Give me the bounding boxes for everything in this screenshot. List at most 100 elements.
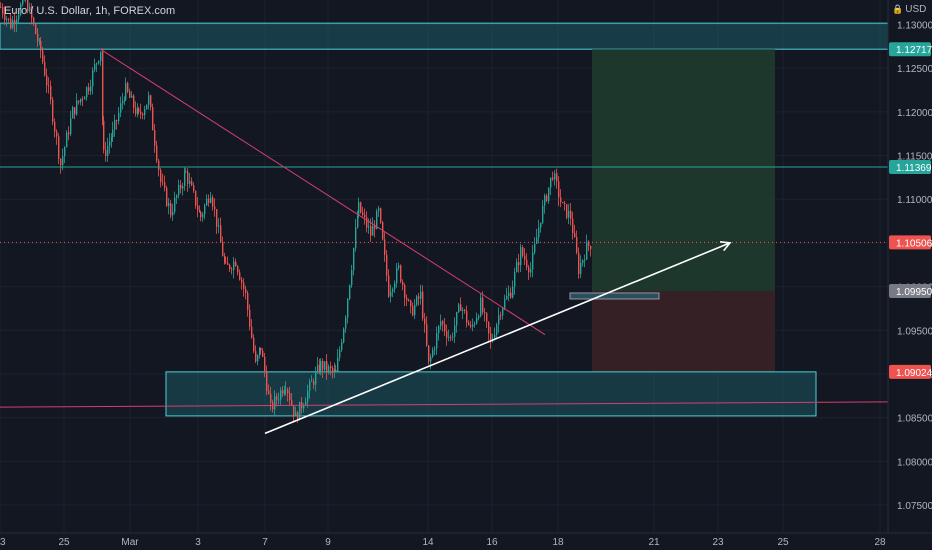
candle [197,197,199,218]
candle-body [125,83,127,100]
candle-body [353,248,355,271]
candle [560,189,562,208]
candle [178,179,180,199]
price-badge-bg [889,159,931,174]
candle [212,194,214,211]
candle [102,48,104,126]
candle [42,46,44,65]
candle-body [376,211,378,229]
candle [20,2,22,17]
symbol-title[interactable]: Euro / U.S. Dollar, 1h, FOREX.com [4,5,176,17]
candle [534,237,536,255]
candle [424,312,426,333]
candle-body [80,98,82,103]
candle-body [120,103,122,113]
candle-body [482,297,484,313]
candle [416,294,418,307]
candle [129,88,131,98]
candle-body [516,262,518,272]
candle-body [394,283,396,290]
candle-body [231,269,233,271]
candle-body [368,226,370,228]
candle [488,321,490,341]
candle [330,361,332,376]
candle [120,96,122,118]
candle-body [118,112,120,122]
candle-body [366,217,368,228]
candle [317,357,319,374]
candle [255,345,257,364]
candle-body [558,181,560,198]
candle-body [355,227,357,249]
candle [315,366,317,392]
candle-body [235,261,237,267]
price-badge-label: 1.10506 [896,238,932,249]
candle-body [414,304,416,316]
candle [31,3,33,25]
candle [158,158,160,177]
x-tick-label: 18 [552,537,564,548]
candle [378,205,380,217]
candle-body [260,347,262,351]
candle-body [122,100,124,104]
candle [206,194,208,207]
candle [50,80,52,105]
x-tick-label: 16 [486,537,498,548]
price-badge-label: 1.09950 [896,287,932,298]
candle [237,264,239,276]
price-badge-bg [889,235,931,250]
candle [48,77,50,94]
candle [160,168,162,188]
candle [78,100,80,105]
candle [410,299,412,314]
candle [72,105,74,119]
candle [2,3,4,19]
candle [396,263,398,288]
candle-body [490,333,492,341]
x-tick-label: 28 [874,537,886,548]
candle [170,199,172,219]
candle-body [488,321,490,334]
candle [148,91,150,110]
candlestick-series [0,0,592,423]
horizontal-trendline [0,401,889,408]
candle [199,205,201,213]
candle-body [86,87,88,98]
candle-body [216,209,218,227]
candle-body [94,64,96,71]
time-axis[interactable]: 23 25 Mar 3 7 9 14 16 18 21 23 25 28 [0,537,886,548]
x-tick-label: 25 [777,537,789,548]
candle [172,203,174,221]
candle [322,358,324,378]
candle [276,392,278,407]
candle-body [96,63,98,65]
candle-body [278,399,280,401]
candle [372,217,374,236]
candle [502,307,504,320]
candle-body [335,369,337,372]
y-tick-label: 1.13000 [897,20,932,31]
candle [109,133,111,154]
candle [285,381,287,396]
candle-body [282,390,284,394]
candle [478,314,480,321]
candle-body [432,349,434,357]
candle-body [404,285,406,298]
candle [98,60,100,65]
candle-body [384,239,386,255]
price-badge-label: 1.09024 [896,368,932,379]
candle-body [170,203,172,216]
candle [208,194,210,207]
candle-body [426,324,428,346]
candle [568,204,570,224]
candle-body [570,210,572,219]
candle [552,171,554,182]
candle-body [544,195,546,206]
currency-selector[interactable]: 🔒 USD [892,4,926,15]
candle [133,94,135,114]
candle [131,91,133,98]
candle-body [556,173,558,182]
candle-body [313,381,315,385]
candle [195,190,197,209]
